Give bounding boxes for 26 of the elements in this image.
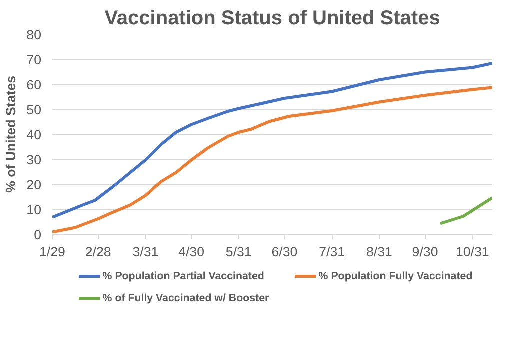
x-tick-label: 8/31: [366, 244, 392, 260]
y-tick-label: 50: [26, 102, 42, 118]
y-tick-label: 80: [26, 28, 42, 42]
y-tick-label: 20: [26, 178, 42, 192]
x-tick-label: 6/30: [272, 244, 298, 260]
x-tick-label: 9/30: [412, 244, 438, 260]
y-tick-label: 40: [26, 128, 42, 142]
x-tick-label: 10/31: [456, 244, 490, 260]
chart-title: Vaccination Status of United States: [104, 8, 440, 30]
x-tick-label: 4/30: [178, 244, 205, 260]
y-tick-label: 10: [26, 202, 42, 218]
x-tick-label: 7/31: [319, 244, 346, 260]
y-tick-label: 60: [26, 78, 42, 92]
y-tick-label: 70: [26, 52, 42, 68]
legend-label: % Population Partial Vaccinated: [102, 270, 264, 282]
y-axis-title: % of United States: [4, 76, 19, 194]
x-tick-label: 2/28: [85, 244, 112, 260]
line-series: [52, 62, 492, 219]
line-series: [52, 86, 492, 234]
y-tick-label: 30: [26, 152, 42, 168]
legend-label: % Population Fully Vaccinated: [318, 270, 473, 282]
y-tick-label: 0: [34, 228, 42, 242]
x-tick-label: 1/29: [40, 244, 66, 260]
x-tick-label: 5/31: [226, 244, 252, 260]
legend-label: % of Fully Vaccinated w/ Booster: [102, 292, 270, 304]
x-tick-label: 3/31: [132, 244, 159, 260]
